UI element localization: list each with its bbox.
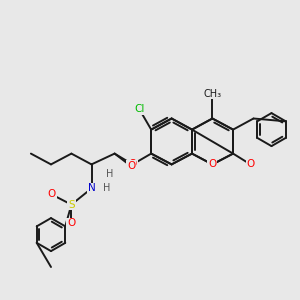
- Text: N: N: [88, 183, 95, 194]
- Text: O: O: [208, 159, 217, 170]
- Text: H: H: [106, 169, 113, 179]
- Text: O: O: [127, 161, 135, 171]
- Text: Cl: Cl: [134, 104, 145, 115]
- Text: O: O: [246, 159, 255, 170]
- Text: O: O: [128, 159, 137, 170]
- Text: S: S: [68, 200, 75, 210]
- Text: CH₃: CH₃: [203, 88, 221, 99]
- Text: O: O: [67, 218, 76, 229]
- Text: O: O: [47, 189, 56, 200]
- Text: H: H: [103, 183, 110, 194]
